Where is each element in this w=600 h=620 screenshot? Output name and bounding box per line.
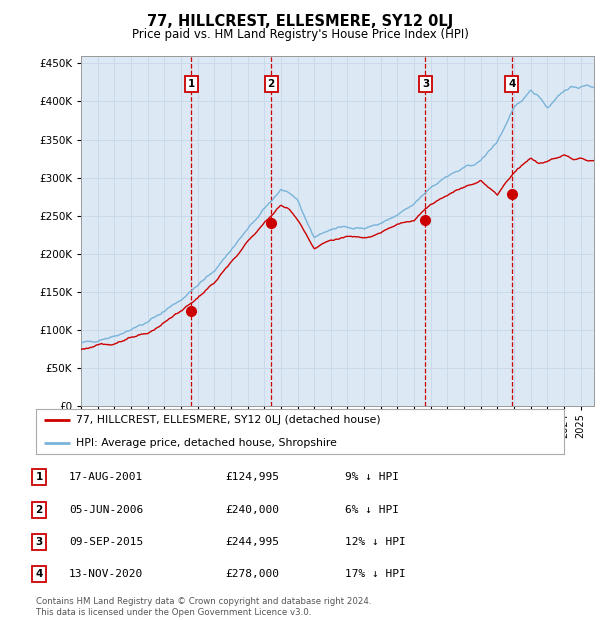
- Text: 1: 1: [188, 79, 195, 89]
- Text: 12% ↓ HPI: 12% ↓ HPI: [345, 537, 406, 547]
- Text: 09-SEP-2015: 09-SEP-2015: [69, 537, 143, 547]
- Text: 13-NOV-2020: 13-NOV-2020: [69, 569, 143, 579]
- Text: 1: 1: [35, 472, 43, 482]
- Text: HPI: Average price, detached house, Shropshire: HPI: Average price, detached house, Shro…: [76, 438, 337, 448]
- Text: 17-AUG-2001: 17-AUG-2001: [69, 472, 143, 482]
- Text: Contains HM Land Registry data © Crown copyright and database right 2024.
This d: Contains HM Land Registry data © Crown c…: [36, 598, 371, 617]
- Text: 3: 3: [35, 537, 43, 547]
- Text: 2: 2: [35, 505, 43, 515]
- Text: 2: 2: [268, 79, 275, 89]
- Text: 05-JUN-2006: 05-JUN-2006: [69, 505, 143, 515]
- Text: £124,995: £124,995: [225, 472, 279, 482]
- Text: 4: 4: [508, 79, 515, 89]
- Text: £278,000: £278,000: [225, 569, 279, 579]
- Text: 9% ↓ HPI: 9% ↓ HPI: [345, 472, 399, 482]
- Text: 77, HILLCREST, ELLESMERE, SY12 0LJ (detached house): 77, HILLCREST, ELLESMERE, SY12 0LJ (deta…: [76, 415, 380, 425]
- Text: 6% ↓ HPI: 6% ↓ HPI: [345, 505, 399, 515]
- Text: 17% ↓ HPI: 17% ↓ HPI: [345, 569, 406, 579]
- Text: 4: 4: [35, 569, 43, 579]
- Text: £240,000: £240,000: [225, 505, 279, 515]
- Text: £244,995: £244,995: [225, 537, 279, 547]
- Text: Price paid vs. HM Land Registry's House Price Index (HPI): Price paid vs. HM Land Registry's House …: [131, 28, 469, 41]
- Text: 77, HILLCREST, ELLESMERE, SY12 0LJ: 77, HILLCREST, ELLESMERE, SY12 0LJ: [147, 14, 453, 29]
- Text: 3: 3: [422, 79, 429, 89]
